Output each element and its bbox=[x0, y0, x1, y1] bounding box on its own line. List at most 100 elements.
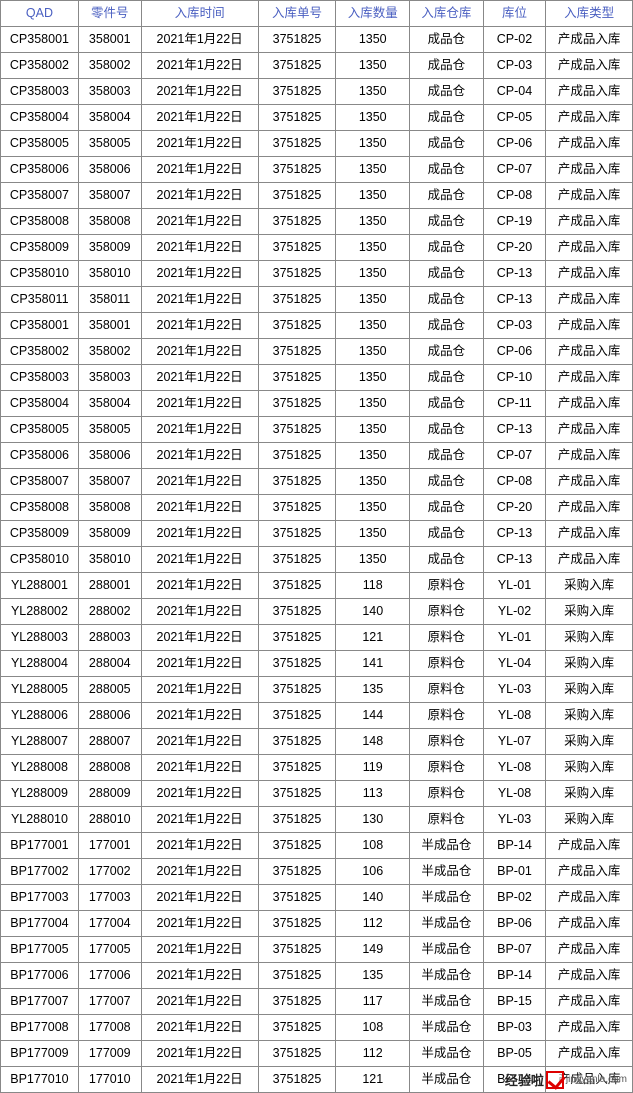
table-cell: 成品仓 bbox=[410, 547, 484, 573]
table-cell: 177007 bbox=[78, 989, 141, 1015]
table-cell: 1350 bbox=[336, 469, 410, 495]
table-cell: 2021年1月22日 bbox=[141, 547, 258, 573]
table-cell: YL288008 bbox=[1, 755, 79, 781]
table-cell: 2021年1月22日 bbox=[141, 625, 258, 651]
table-row: CP3580043580042021年1月22日37518251350成品仓CP… bbox=[1, 391, 633, 417]
table-cell: 3751825 bbox=[258, 443, 336, 469]
table-cell: 149 bbox=[336, 937, 410, 963]
table-cell: 3751825 bbox=[258, 53, 336, 79]
table-cell: 成品仓 bbox=[410, 287, 484, 313]
table-cell: BP-14 bbox=[483, 963, 546, 989]
table-cell: BP-03 bbox=[483, 1015, 546, 1041]
table-cell: 2021年1月22日 bbox=[141, 391, 258, 417]
table-cell: 288002 bbox=[78, 599, 141, 625]
table-cell: BP-06 bbox=[483, 911, 546, 937]
table-row: CP3580103580102021年1月22日37518251350成品仓CP… bbox=[1, 261, 633, 287]
table-cell: 177005 bbox=[78, 937, 141, 963]
table-row: CP3580023580022021年1月22日37518251350成品仓CP… bbox=[1, 339, 633, 365]
table-cell: 产成品入库 bbox=[546, 521, 633, 547]
table-cell: 3751825 bbox=[258, 911, 336, 937]
table-cell: 1350 bbox=[336, 417, 410, 443]
table-cell: 118 bbox=[336, 573, 410, 599]
table-cell: CP-11 bbox=[483, 391, 546, 417]
table-cell: 2021年1月22日 bbox=[141, 365, 258, 391]
table-cell: 成品仓 bbox=[410, 417, 484, 443]
table-cell: 产成品入库 bbox=[546, 1015, 633, 1041]
table-cell: 2021年1月22日 bbox=[141, 183, 258, 209]
table-cell: 成品仓 bbox=[410, 443, 484, 469]
table-cell: CP358007 bbox=[1, 469, 79, 495]
table-cell: 2021年1月22日 bbox=[141, 833, 258, 859]
table-cell: 177003 bbox=[78, 885, 141, 911]
table-cell: CP358006 bbox=[1, 443, 79, 469]
table-cell: 原料仓 bbox=[410, 625, 484, 651]
table-cell: BP177007 bbox=[1, 989, 79, 1015]
table-cell: CP-06 bbox=[483, 131, 546, 157]
table-cell: BP-14 bbox=[483, 833, 546, 859]
table-cell: 112 bbox=[336, 1041, 410, 1067]
table-cell: 产成品入库 bbox=[546, 365, 633, 391]
table-cell: 1350 bbox=[336, 339, 410, 365]
table-cell: 3751825 bbox=[258, 235, 336, 261]
table-cell: 3751825 bbox=[258, 937, 336, 963]
table-cell: CP358009 bbox=[1, 521, 79, 547]
table-row: BP1770071770072021年1月22日3751825117半成品仓BP… bbox=[1, 989, 633, 1015]
table-cell: 119 bbox=[336, 755, 410, 781]
table-cell: 358003 bbox=[78, 365, 141, 391]
table-cell: YL-02 bbox=[483, 599, 546, 625]
table-cell: 1350 bbox=[336, 313, 410, 339]
table-cell: 358011 bbox=[78, 287, 141, 313]
table-cell: 358001 bbox=[78, 313, 141, 339]
table-cell: 140 bbox=[336, 599, 410, 625]
table-cell: 3751825 bbox=[258, 157, 336, 183]
table-row: CP3580113580112021年1月22日37518251350成品仓CP… bbox=[1, 287, 633, 313]
table-row: CP3580023580022021年1月22日37518251350成品仓CP… bbox=[1, 53, 633, 79]
table-cell: 3751825 bbox=[258, 79, 336, 105]
table-cell: 采购入库 bbox=[546, 807, 633, 833]
table-cell: 358005 bbox=[78, 131, 141, 157]
table-cell: 3751825 bbox=[258, 599, 336, 625]
table-cell: 原料仓 bbox=[410, 651, 484, 677]
table-cell: 358006 bbox=[78, 157, 141, 183]
table-cell: 2021年1月22日 bbox=[141, 1067, 258, 1093]
table-cell: 358002 bbox=[78, 339, 141, 365]
table-cell: CP-02 bbox=[483, 27, 546, 53]
col-header: 零件号 bbox=[78, 1, 141, 27]
table-cell: 成品仓 bbox=[410, 53, 484, 79]
table-cell: 成品仓 bbox=[410, 495, 484, 521]
table-cell: 原料仓 bbox=[410, 729, 484, 755]
table-cell: 2021年1月22日 bbox=[141, 157, 258, 183]
table-cell: 3751825 bbox=[258, 131, 336, 157]
table-row: YL2880072880072021年1月22日3751825148原料仓YL-… bbox=[1, 729, 633, 755]
table-cell: 3751825 bbox=[258, 573, 336, 599]
table-cell: 半成品仓 bbox=[410, 885, 484, 911]
table-cell: 2021年1月22日 bbox=[141, 781, 258, 807]
table-cell: YL-03 bbox=[483, 807, 546, 833]
table-cell: 288006 bbox=[78, 703, 141, 729]
table-cell: CP358010 bbox=[1, 261, 79, 287]
table-cell: BP177009 bbox=[1, 1041, 79, 1067]
table-cell: 117 bbox=[336, 989, 410, 1015]
table-header-row: QAD零件号入库时间入库单号入库数量入库仓库库位入库类型 bbox=[1, 1, 633, 27]
table-cell: CP-13 bbox=[483, 521, 546, 547]
table-cell: 1350 bbox=[336, 287, 410, 313]
table-row: YL2880092880092021年1月22日3751825113原料仓YL-… bbox=[1, 781, 633, 807]
table-cell: 3751825 bbox=[258, 495, 336, 521]
table-row: BP1770031770032021年1月22日3751825140半成品仓BP… bbox=[1, 885, 633, 911]
table-cell: 产成品入库 bbox=[546, 157, 633, 183]
table-cell: 288004 bbox=[78, 651, 141, 677]
table-cell: 2021年1月22日 bbox=[141, 755, 258, 781]
table-cell: 采购入库 bbox=[546, 651, 633, 677]
table-cell: 成品仓 bbox=[410, 131, 484, 157]
table-cell: 3751825 bbox=[258, 989, 336, 1015]
table-cell: 采购入库 bbox=[546, 677, 633, 703]
table-cell: CP358002 bbox=[1, 53, 79, 79]
table-cell: 2021年1月22日 bbox=[141, 599, 258, 625]
table-cell: 产成品入库 bbox=[546, 235, 633, 261]
table-cell: 358008 bbox=[78, 209, 141, 235]
table-row: YL2880032880032021年1月22日3751825121原料仓YL-… bbox=[1, 625, 633, 651]
table-cell: CP358003 bbox=[1, 79, 79, 105]
table-cell: 原料仓 bbox=[410, 807, 484, 833]
table-cell: 产成品入库 bbox=[546, 547, 633, 573]
table-cell: 358009 bbox=[78, 235, 141, 261]
